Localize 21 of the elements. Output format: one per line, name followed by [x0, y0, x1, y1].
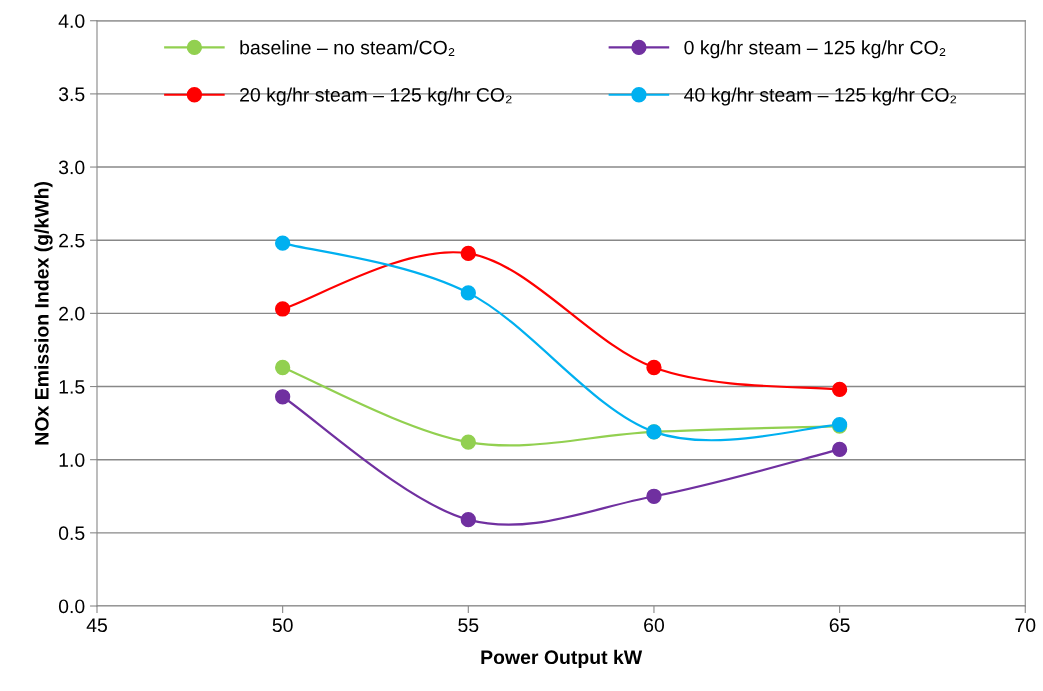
y-tick-label: 1.0 — [59, 453, 85, 467]
x-axis-title: Power Output kW — [481, 649, 643, 668]
legend-label: baseline – no steam/CO₂ — [240, 40, 455, 56]
y-tick-label: 2.0 — [59, 306, 85, 321]
y-tick-label: 2.5 — [59, 233, 85, 248]
y-tick-label: 3.5 — [58, 87, 85, 102]
y-tick-label: 3.0 — [58, 160, 85, 175]
y-tick-label: 1.5 — [59, 380, 85, 394]
x-tick-label: 60 — [644, 618, 665, 633]
y-tick-label: 0.0 — [58, 599, 85, 614]
y-tick-label: 0.5 — [58, 526, 85, 541]
y-axis-title: NOx Emission Index (g/kWh) — [34, 181, 53, 445]
x-tick-label: 55 — [458, 618, 479, 633]
legend-label: 0 kg/hr steam – 125 kg/hr CO₂ — [684, 40, 946, 59]
x-tick-label: 70 — [1015, 618, 1036, 633]
x-tick-label: 45 — [86, 618, 107, 633]
legend-label: 40 kg/hr steam – 125 kg/hr CO₂ — [684, 87, 957, 106]
x-tick-label: 65 — [829, 618, 850, 633]
legend-label: 20 kg/hr steam – 125 kg/hr CO₂ — [240, 87, 512, 106]
y-tick-label: 4.0 — [58, 14, 85, 28]
x-tick-label: 50 — [272, 618, 293, 633]
